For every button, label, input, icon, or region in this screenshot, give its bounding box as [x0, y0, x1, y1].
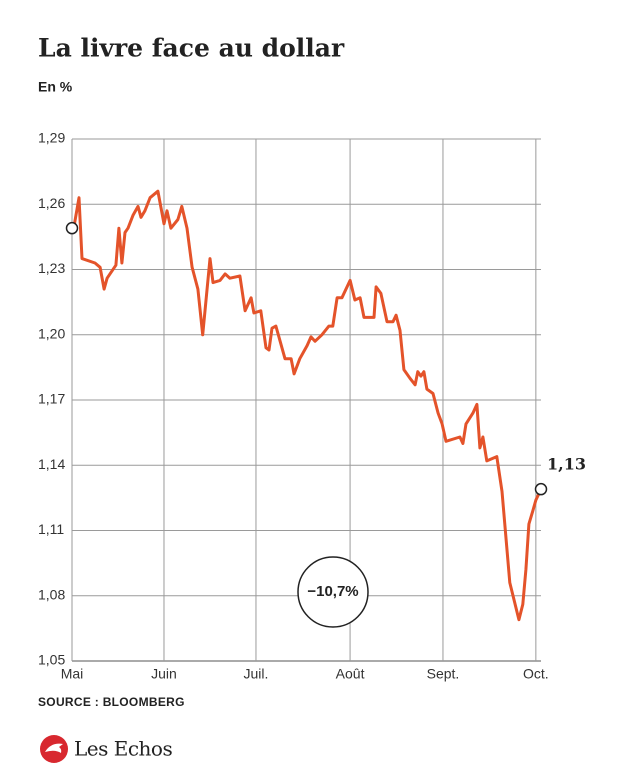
y-tick-label: 1,11: [38, 521, 64, 537]
x-tick-label: Oct.: [523, 666, 549, 682]
logo: Les Echos: [40, 735, 173, 763]
end-label: 1,13: [547, 455, 586, 474]
y-tick-label: 1,26: [38, 195, 65, 211]
y-tick-label: 1,23: [38, 260, 65, 276]
y-tick-label: 1,20: [38, 325, 65, 341]
x-tick-label: Août: [336, 666, 365, 682]
chart-subtitle: En %: [38, 79, 73, 95]
y-tick-label: 1,08: [38, 586, 65, 602]
logo-shape: [45, 743, 63, 753]
y-tick-label: 1,29: [38, 130, 65, 146]
badge: [297, 556, 369, 628]
brand: Les Echos: [74, 737, 172, 761]
x-tick-label: Juin: [151, 666, 177, 682]
x-tick-label: Juil.: [244, 666, 269, 682]
y-tick-label: 1,14: [38, 456, 65, 472]
x-tick-label: Mai: [61, 666, 84, 682]
x-tick-label: Sept.: [427, 666, 460, 682]
y-tick-label: 1,17: [38, 391, 65, 407]
point-marker: [65, 221, 79, 235]
badge-label: −10,7%: [307, 583, 358, 600]
source: SOURCE : BLOOMBERG: [38, 695, 185, 709]
point-marker: [534, 482, 548, 496]
y-tick-label: 1,05: [38, 652, 65, 668]
chart-title: La livre face au dollar: [38, 34, 345, 63]
line-series: [70, 189, 543, 622]
